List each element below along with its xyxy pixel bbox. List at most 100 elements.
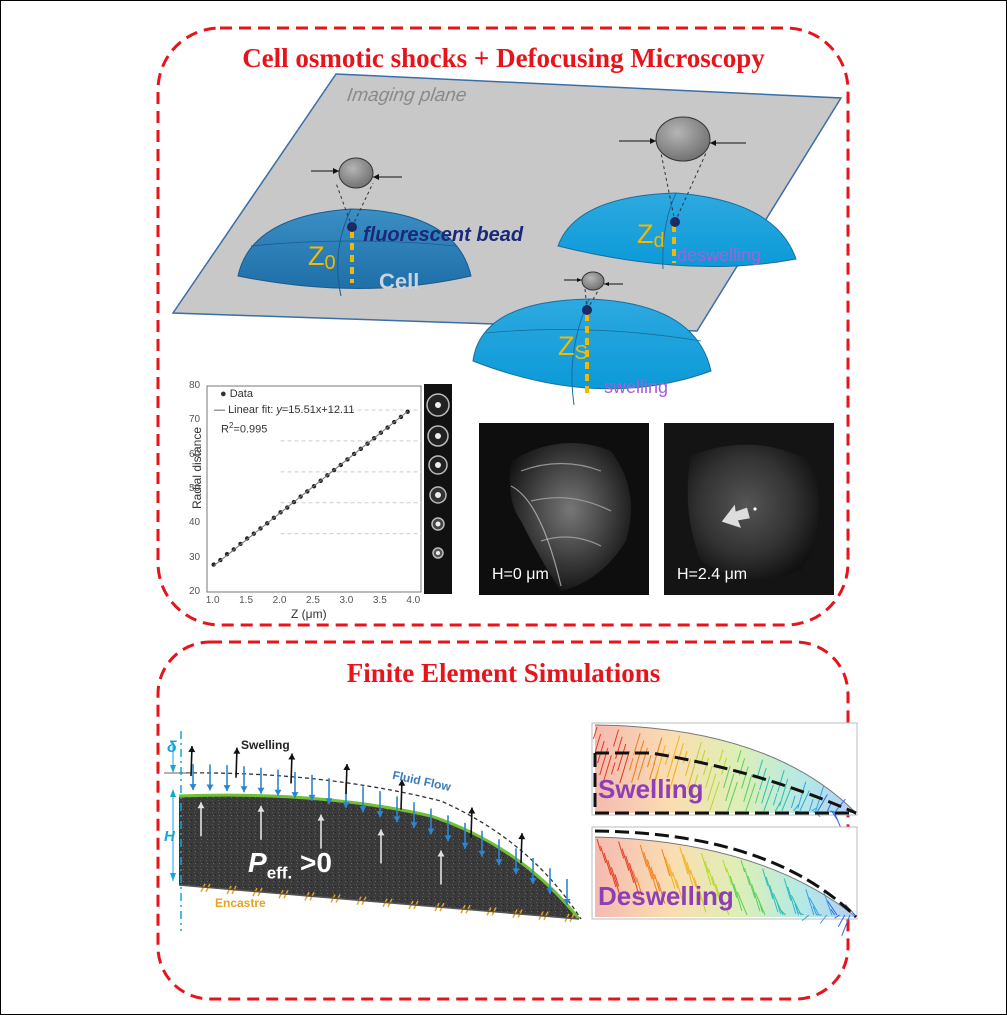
swelling-arrow-head — [343, 764, 351, 771]
fem-body — [179, 795, 579, 919]
fluid-flow-arrow-head — [308, 794, 316, 801]
sim-vector — [636, 877, 643, 895]
sim-vector — [834, 914, 840, 919]
fem-deswelling-panel — [591, 826, 858, 936]
chart-guides — [280, 409, 421, 535]
cell-left — [237, 157, 472, 297]
sim-vector — [793, 804, 799, 812]
sim-vector — [787, 886, 797, 914]
swelling-arrow-head — [398, 779, 406, 786]
sim-vector — [826, 900, 838, 916]
sim-vector — [830, 909, 836, 916]
fluid-flow-arrow-head — [529, 878, 537, 885]
sim-vector — [700, 749, 706, 763]
micrograph-left — [479, 423, 649, 595]
fem-swelling-diagram — [164, 731, 582, 931]
sim-vector — [841, 914, 851, 936]
chart-fit-line — [213, 411, 408, 567]
sim-vector — [675, 879, 684, 902]
sim-vector — [718, 891, 730, 916]
pressure-arrow-head — [377, 829, 385, 836]
y-tick-label: 50 — [189, 483, 201, 494]
sim-vector — [614, 874, 620, 887]
sim-vector — [711, 876, 720, 899]
swelling-arrow-head — [233, 747, 241, 754]
delta-label: δ — [167, 739, 177, 756]
sim-vector — [682, 854, 694, 887]
sim-vector — [763, 784, 774, 812]
fluid-flow-arrow-head — [427, 828, 435, 835]
sim-vector — [745, 782, 756, 812]
fluid-flow-arrow-head — [546, 888, 554, 895]
sim-vector — [610, 762, 616, 775]
sim-vector — [776, 901, 782, 914]
sim-vector — [703, 757, 710, 776]
sim-vector — [783, 878, 792, 901]
sim-vector — [718, 749, 724, 762]
top-panel-title: Cell osmotic shocks + Defocusing Microsc… — [242, 43, 765, 73]
top-panel-frame — [156, 26, 850, 627]
height-label: H — [164, 828, 175, 845]
fem-base-line — [178, 884, 580, 920]
micrograph-right — [664, 423, 834, 595]
zd-label: Zd — [637, 219, 665, 252]
swelling-arrow-head — [188, 746, 196, 753]
legend-data: ● Data — [220, 388, 253, 400]
sim-vector — [607, 859, 617, 888]
fluid-flow-arrow-head — [393, 816, 401, 823]
sim-vector — [643, 852, 653, 880]
sim-vector — [615, 736, 623, 759]
sim-vector — [797, 781, 807, 809]
fluid-flow-arrow-head — [291, 792, 299, 799]
sim-vector — [726, 867, 733, 886]
sim-vector — [646, 859, 658, 892]
calibration-chart — [206, 384, 452, 594]
x-tick-label: 2.0 — [272, 595, 287, 606]
panel-swelling-label: Swelling — [598, 774, 704, 804]
pressure-arrow-head — [317, 814, 325, 821]
sim-vector — [729, 875, 738, 899]
sim-vector — [799, 790, 810, 812]
x-tick-label: 3.5 — [372, 595, 387, 606]
fluid-flow-arrow-head — [376, 811, 384, 818]
fluid-flow-arrow-head — [478, 850, 486, 857]
deswelling-label: deswelling — [677, 245, 762, 265]
pressure-arrow-head — [197, 802, 205, 809]
sim-vector — [709, 781, 720, 812]
y-tick-label: 60 — [189, 448, 201, 460]
bead-pointer-arrow — [721, 504, 750, 528]
sim-vector — [650, 866, 656, 880]
sim-vector — [812, 906, 818, 916]
sim-vector — [733, 883, 743, 912]
sim-vector — [619, 751, 630, 784]
chart-axes — [206, 385, 422, 593]
y-tick-label: 70 — [189, 414, 201, 426]
sim-vector — [691, 742, 702, 775]
zs-label: ZS — [558, 331, 588, 364]
sim-vector — [721, 757, 728, 775]
sim-vector — [613, 729, 620, 747]
sim-vector — [625, 855, 635, 883]
chart-xlabel: Z (μm) — [291, 607, 327, 621]
sim-vector — [707, 773, 717, 801]
sim-vector — [628, 758, 634, 771]
panel-deswelling-label: Deswelling — [598, 881, 734, 911]
sim-vector — [655, 745, 666, 778]
sim-vector — [661, 849, 671, 877]
sim-vector — [775, 801, 782, 812]
bottom-panel-frame — [156, 640, 850, 1001]
sim-vector — [595, 733, 602, 752]
sim-vector — [633, 732, 641, 756]
sim-vector — [708, 868, 715, 886]
fluorescent-bead-label: fluorescent bead — [363, 224, 524, 246]
imaging-plane — [171, 73, 843, 332]
sim-vector — [682, 750, 688, 764]
sim-vector — [769, 885, 779, 913]
sim-vector — [751, 884, 761, 912]
sim-vector — [654, 874, 661, 892]
sim-vector — [671, 735, 681, 763]
fluid-flow-arrow-head — [461, 842, 469, 849]
sim-vector — [596, 838, 602, 852]
fluid-flow-arrow-head — [342, 802, 350, 809]
